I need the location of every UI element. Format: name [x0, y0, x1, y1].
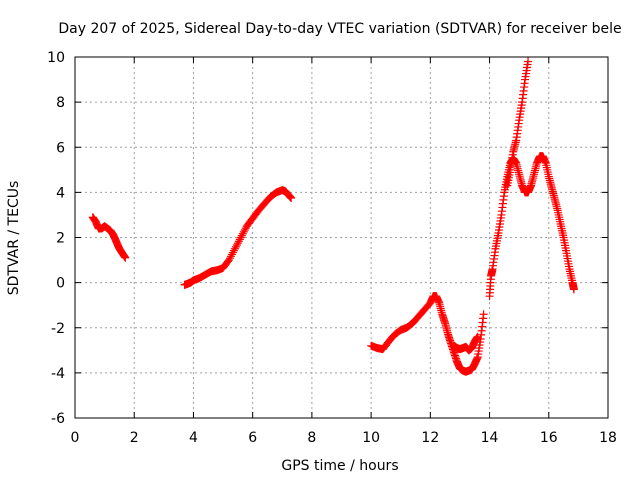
data-point — [121, 253, 130, 262]
x-axis-label: GPS time / hours — [281, 458, 398, 474]
y-tick-label: 8 — [56, 95, 65, 111]
data-point — [233, 239, 242, 248]
x-tick-label: 0 — [71, 430, 80, 446]
data-point — [229, 246, 238, 255]
y-tick-label: -6 — [51, 411, 65, 427]
x-tick-label: 6 — [248, 430, 257, 446]
axis-ticks: 0 2 4 6 8 10 12 14 16 18 -6 -4 -2 0 2 4 6 8 10 — [47, 50, 617, 446]
data-point — [479, 310, 488, 319]
data-point — [225, 254, 234, 263]
y-tick-label: -4 — [51, 366, 65, 382]
x-tick-label: 2 — [130, 430, 139, 446]
data-point — [235, 235, 244, 244]
x-tick-label: 18 — [599, 430, 617, 446]
data-point — [238, 229, 247, 238]
x-tick-label: 14 — [481, 430, 499, 446]
data-point — [232, 241, 241, 250]
data-point — [569, 285, 578, 294]
y-tick-label: 6 — [56, 140, 65, 156]
y-tick-label: 10 — [47, 50, 65, 66]
chart-title: Day 207 of 2025, Sidereal Day-to-day VTE… — [58, 21, 621, 37]
data-point — [230, 244, 239, 253]
y-tick-label: 0 — [56, 276, 65, 292]
data-point — [227, 250, 236, 259]
data-point — [236, 233, 245, 242]
data-point — [287, 194, 296, 203]
x-tick-label: 4 — [189, 430, 198, 446]
data-point — [473, 332, 482, 341]
x-tick-label: 8 — [307, 430, 316, 446]
data-point — [228, 248, 237, 257]
data-point — [524, 57, 533, 66]
data-point — [224, 256, 233, 265]
x-tick-label: 10 — [362, 430, 380, 446]
data-point — [240, 225, 249, 234]
data-point — [226, 252, 235, 261]
data-point — [234, 237, 243, 246]
y-tick-label: 4 — [56, 185, 65, 201]
y-tick-label: -2 — [51, 321, 65, 337]
y-axis-label: SDTVAR / TECUs — [6, 181, 22, 296]
x-tick-label: 12 — [421, 430, 439, 446]
x-tick-label: 16 — [540, 430, 558, 446]
data-points — [88, 57, 578, 376]
y-tick-label: 2 — [56, 231, 65, 247]
data-point — [239, 227, 248, 236]
data-point — [237, 231, 246, 240]
data-point — [231, 242, 240, 251]
grid-lines — [75, 57, 608, 418]
